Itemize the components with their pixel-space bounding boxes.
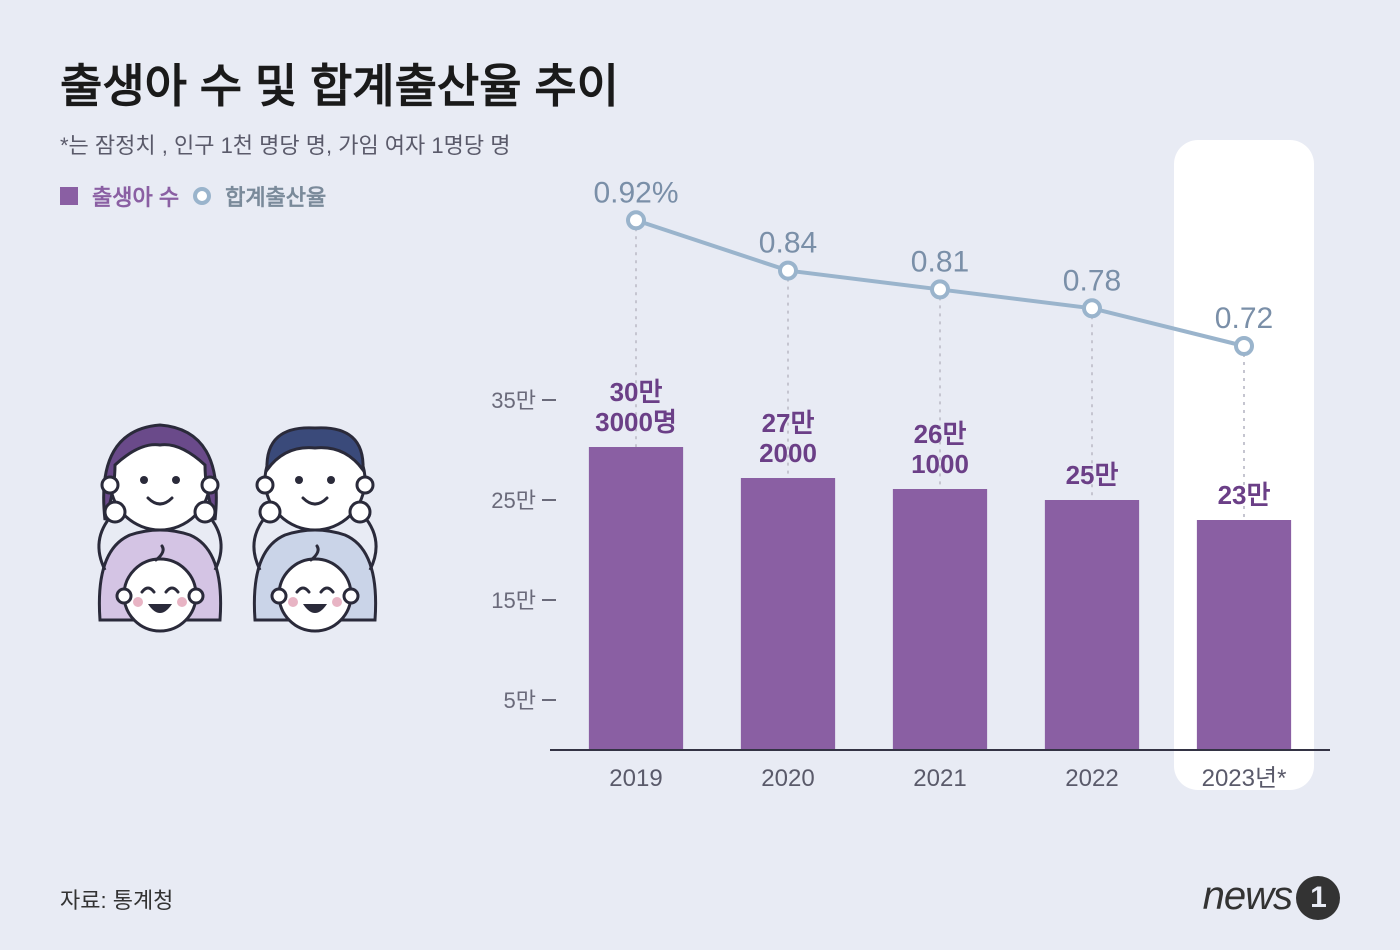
logo-number: 1	[1296, 876, 1340, 920]
svg-text:2019: 2019	[609, 765, 662, 792]
svg-text:2020: 2020	[761, 765, 814, 792]
legend-bar-label: 출생아 수	[92, 180, 179, 212]
line-marker	[628, 212, 644, 228]
logo-text: news	[1203, 874, 1292, 918]
svg-text:2023년*: 2023년*	[1202, 765, 1287, 792]
legend-line-marker	[193, 187, 211, 205]
svg-text:0.84: 0.84	[759, 227, 817, 260]
line-marker	[932, 281, 948, 297]
svg-text:27만: 27만	[762, 408, 815, 438]
family-illustration-svg	[60, 370, 420, 650]
svg-text:2022: 2022	[1065, 765, 1118, 792]
svg-text:23만: 23만	[1218, 480, 1271, 510]
svg-text:30만: 30만	[610, 377, 663, 407]
bar	[741, 478, 835, 750]
legend-bar-swatch	[60, 187, 78, 205]
svg-text:2021: 2021	[913, 765, 966, 792]
svg-text:25만: 25만	[1066, 460, 1119, 490]
svg-text:15만: 15만	[491, 588, 536, 613]
chart-area: 5만 15만 25만 35만 2019 2020 2021 2022 2023년* 30만3000…	[470, 140, 1340, 820]
family-illustration	[60, 370, 420, 650]
chart-title: 출생아 수 및 합계출산율 추이	[60, 50, 1340, 116]
svg-text:2000: 2000	[759, 438, 817, 468]
line-marker	[1084, 300, 1100, 316]
svg-text:0.81: 0.81	[911, 245, 969, 278]
svg-text:0.72: 0.72	[1215, 302, 1273, 335]
chart-svg: 5만 15만 25만 35만 2019 2020 2021 2022 2023년* 30만3000…	[470, 140, 1340, 820]
svg-text:5만: 5만	[504, 688, 536, 713]
svg-text:0.92%: 0.92%	[593, 176, 678, 209]
bar	[1197, 520, 1291, 750]
svg-text:1000: 1000	[911, 449, 969, 479]
line-marker	[1236, 338, 1252, 354]
legend-line-label: 합계출산율	[225, 180, 326, 212]
svg-text:26만: 26만	[914, 419, 967, 449]
source-label: 자료: 통계청	[60, 883, 173, 915]
svg-text:3000명: 3000명	[595, 407, 677, 437]
svg-text:25만: 25만	[491, 488, 536, 513]
bar	[1045, 500, 1139, 750]
svg-text:0.78: 0.78	[1063, 264, 1121, 297]
line-marker	[780, 263, 796, 279]
news-logo: news1	[1203, 874, 1340, 920]
bar	[893, 489, 987, 750]
svg-text:35만: 35만	[491, 388, 536, 413]
bar	[589, 447, 683, 750]
